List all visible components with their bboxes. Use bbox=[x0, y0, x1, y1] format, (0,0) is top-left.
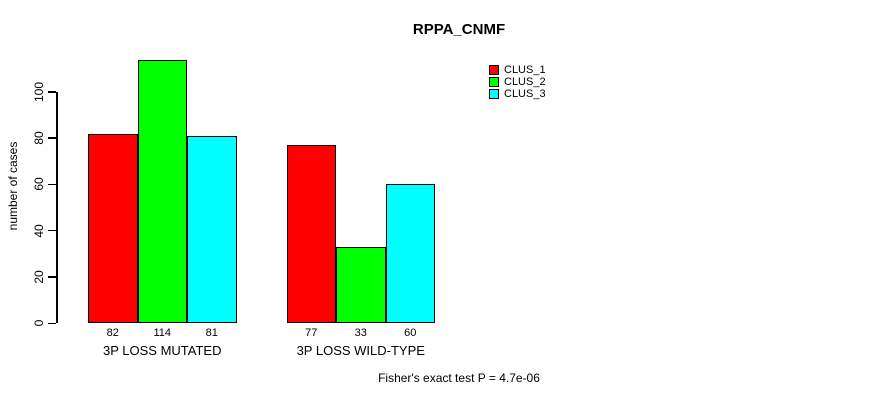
legend-item-clus_3: CLUS_3 bbox=[489, 88, 546, 100]
bar-clus_2-2 bbox=[336, 246, 386, 324]
legend-swatch-icon bbox=[489, 89, 499, 99]
bar-value-label: 81 bbox=[205, 327, 218, 339]
bar-value-label: 33 bbox=[354, 327, 367, 339]
y-axis-tick-mark bbox=[48, 322, 56, 325]
bar-clus_1-1 bbox=[88, 133, 138, 324]
y-axis-tick-mark bbox=[48, 91, 56, 93]
legend-swatch-icon bbox=[489, 77, 499, 87]
y-axis-tick-mark bbox=[48, 276, 56, 278]
legend-item-label: CLUS_2 bbox=[504, 76, 546, 88]
y-axis-tick-mark bbox=[48, 183, 56, 186]
category-label: 3P LOSS WILD-TYPE bbox=[296, 343, 425, 358]
y-axis-tick-label: 0 bbox=[32, 319, 46, 327]
legend-swatch-icon bbox=[489, 65, 499, 75]
y-axis-tick-mark bbox=[48, 229, 56, 232]
annotation-text: Fisher's exact test P = 4.7e-06 bbox=[378, 371, 540, 385]
y-axis-tick-mark bbox=[48, 137, 56, 139]
bar-clus_1-2 bbox=[286, 145, 336, 324]
legend-item-label: CLUS_3 bbox=[504, 88, 546, 100]
chart-title: RPPA_CNMF bbox=[412, 21, 506, 38]
y-axis-tick-label: 60 bbox=[32, 177, 46, 192]
y-axis-tick-label: 20 bbox=[32, 270, 46, 284]
y-axis-tick-label: 80 bbox=[32, 131, 46, 145]
y-axis-title: number of cases bbox=[6, 141, 20, 231]
legend-item-label: CLUS_1 bbox=[504, 64, 546, 76]
y-axis-tick-label: 40 bbox=[32, 224, 46, 238]
y-axis-tick-label: 100 bbox=[32, 81, 46, 102]
bar-value-label: 82 bbox=[106, 327, 119, 339]
legend-item-clus_1: CLUS_1 bbox=[489, 64, 546, 76]
bar-value-label: 77 bbox=[305, 327, 318, 339]
bar-clus_3-2 bbox=[385, 184, 435, 324]
bar-value-label: 60 bbox=[404, 327, 417, 339]
legend: CLUS_1 CLUS_2 CLUS_3 bbox=[489, 64, 546, 100]
category-label: 3P LOSS MUTATED bbox=[103, 343, 222, 358]
bar-value-label: 114 bbox=[153, 327, 172, 339]
bar-clus_2-1 bbox=[137, 59, 187, 324]
y-axis-line bbox=[56, 91, 58, 324]
bar-clus_3-1 bbox=[187, 135, 237, 324]
legend-item-clus_2: CLUS_2 bbox=[489, 76, 546, 88]
